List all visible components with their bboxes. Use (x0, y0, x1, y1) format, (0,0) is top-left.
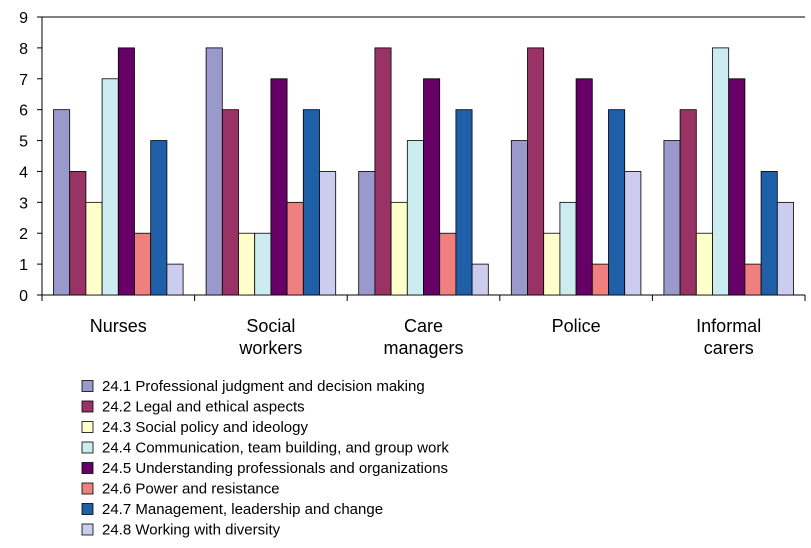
bar (439, 232, 457, 296)
legend-swatch (81, 400, 94, 413)
bar (423, 78, 441, 296)
chart-legend: 24.1 Professional judgment and decision … (81, 378, 449, 539)
bar (695, 232, 713, 296)
bar (117, 47, 135, 296)
category-label-line: Police (552, 316, 601, 336)
bar (608, 109, 626, 296)
bar (134, 232, 152, 296)
legend-swatch (81, 503, 94, 515)
bar (101, 78, 119, 296)
category-labels: Nurses Social workers Care managers Police Inf… (90, 316, 761, 358)
bar (205, 47, 223, 296)
legend-label: 24.4 Communication, team building, and g… (102, 440, 449, 457)
y-tick-label: 3 (19, 195, 28, 212)
bar (69, 171, 87, 296)
bar (254, 232, 272, 296)
category-label-line: Nurses (90, 316, 147, 336)
bar (455, 109, 473, 296)
category-label-line: Social (246, 316, 295, 336)
bar (390, 201, 408, 296)
legend-swatch (81, 441, 94, 454)
legend-swatch (81, 523, 94, 536)
bar (776, 201, 794, 296)
bar (53, 109, 71, 296)
category-label-line: Care (404, 316, 443, 336)
category-label-line: Informal (696, 316, 761, 336)
y-tick-label: 0 (19, 288, 28, 305)
bar (166, 263, 184, 296)
legend-label: 24.6 Power and resistance (102, 481, 280, 498)
bar (527, 47, 545, 296)
bar (286, 201, 304, 296)
category-label-line: workers (238, 338, 302, 358)
category-label: Care managers (383, 316, 463, 358)
chart-bars (53, 47, 794, 296)
bar (559, 201, 577, 296)
y-tick-label: 9 (19, 10, 28, 27)
y-tick-label: 7 (19, 72, 28, 89)
legend-label: 24.2 Legal and ethical aspects (102, 399, 305, 416)
y-tick-label: 8 (19, 41, 28, 58)
bar (238, 232, 256, 296)
bar (221, 109, 239, 296)
bar (319, 171, 337, 296)
legend-label: 24.8 Working with diversity (102, 522, 281, 539)
bar (374, 47, 392, 296)
bar (712, 47, 730, 296)
y-tick-label: 6 (19, 103, 28, 120)
bar (358, 171, 376, 296)
bar (744, 263, 762, 296)
y-tick-label: 1 (19, 257, 28, 274)
category-label: Informal carers (696, 316, 761, 358)
bar (510, 140, 528, 296)
bar (543, 232, 561, 296)
category-label-line: managers (383, 338, 463, 358)
category-label: Social workers (238, 316, 302, 358)
legend-swatch (81, 482, 94, 495)
bar (679, 109, 697, 296)
y-tick-label: 4 (19, 164, 28, 181)
legend-label: 24.3 Social policy and ideology (102, 419, 308, 436)
category-label-line: carers (704, 338, 754, 358)
bar (575, 78, 593, 296)
bar (150, 140, 168, 296)
legend-label: 24.7 Management, leadership and change (102, 501, 383, 518)
y-tick-label: 2 (19, 226, 28, 243)
bar (270, 78, 288, 296)
bar (760, 171, 778, 296)
bar (591, 263, 609, 296)
bar (663, 140, 681, 296)
legend-label: 24.5 Understanding professionals and org… (102, 460, 448, 477)
legend-swatch (81, 421, 94, 433)
legend-swatch (81, 380, 94, 392)
category-label: Police (552, 316, 601, 336)
bar (624, 171, 642, 296)
category-label: Nurses (90, 316, 147, 336)
bar (471, 263, 489, 296)
bar (85, 201, 103, 296)
legend-swatch (81, 462, 94, 474)
legend-label: 24.1 Professional judgment and decision … (102, 378, 425, 395)
bar (302, 109, 320, 296)
bar (406, 140, 424, 296)
y-tick-label: 5 (19, 134, 28, 151)
bar (728, 78, 746, 296)
